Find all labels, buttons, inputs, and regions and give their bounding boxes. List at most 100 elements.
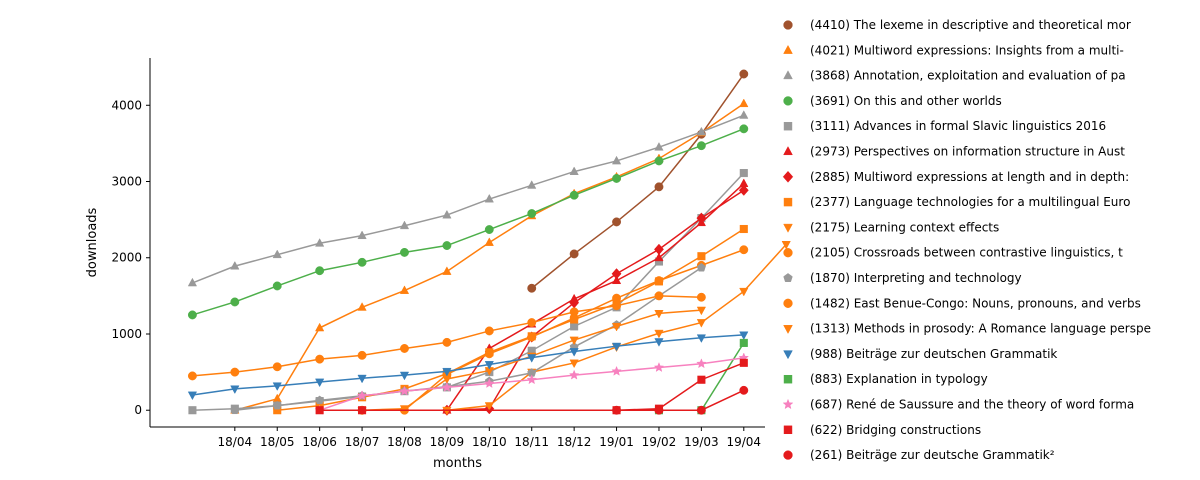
- data-point: [315, 395, 325, 405]
- legend-item: (3111) Advances in formal Slavic linguis…: [783, 119, 1106, 133]
- data-point: [654, 329, 664, 339]
- data-point: [187, 277, 198, 287]
- legend-item: (883) Explanation in typology: [783, 372, 988, 386]
- data-point: [315, 354, 325, 364]
- legend-label: (1313) Methods in prosody: A Romance lan…: [810, 322, 1151, 336]
- series-13: [187, 331, 749, 401]
- data-point: [654, 156, 664, 166]
- data-point: [569, 249, 579, 259]
- data-point: [357, 302, 367, 311]
- data-point: [315, 266, 325, 276]
- data-point: [484, 237, 494, 246]
- legend-label: (622) Bridging constructions: [810, 423, 981, 437]
- series-line: [234, 267, 702, 411]
- data-point: [230, 260, 240, 270]
- legend-label: (261) Beiträge zur deutsche Grammatik²: [810, 448, 1055, 462]
- data-point: [739, 124, 749, 134]
- legend-label: (4021) Multiword expressions: Insights f…: [810, 43, 1124, 57]
- data-point: [569, 190, 579, 200]
- x-tick-label: 18/08: [387, 435, 422, 449]
- legend-item: (988) Beiträge zur deutschen Grammatik: [783, 347, 1057, 361]
- legend-marker: [783, 248, 793, 258]
- legend-marker: [783, 44, 793, 54]
- data-point: [611, 275, 622, 285]
- data-point: [230, 385, 240, 395]
- data-point: [612, 293, 622, 303]
- legend-marker: [783, 350, 793, 360]
- data-point: [781, 241, 791, 250]
- legend-label: (687) René de Saussure and the theory of…: [810, 398, 1134, 412]
- series-4: [188, 169, 748, 415]
- data-point: [527, 180, 537, 189]
- y-tick-label: 0: [134, 403, 142, 417]
- series-line: [319, 357, 744, 411]
- data-point: [399, 285, 410, 294]
- data-point: [230, 297, 240, 307]
- series-7: [273, 224, 748, 415]
- data-point: [696, 358, 707, 369]
- legend-label: (2105) Crossroads between contrastive li…: [810, 246, 1123, 260]
- series-line: [192, 128, 745, 316]
- data-point: [357, 230, 367, 240]
- x-tick-label: 18/12: [557, 435, 592, 449]
- data-point: [569, 307, 579, 317]
- data-point: [527, 354, 537, 363]
- legend-item: (687) René de Saussure and the theory of…: [782, 398, 1134, 412]
- series-line: [319, 362, 745, 411]
- data-point: [696, 262, 706, 272]
- data-point: [484, 378, 495, 389]
- legend-label: (2885) Multiword expressions at length a…: [810, 170, 1129, 184]
- data-point: [442, 367, 452, 377]
- data-point: [187, 391, 198, 401]
- series-17: [612, 385, 749, 415]
- legend-label: (4410) The lexeme in descriptive and the…: [810, 18, 1131, 32]
- data-point: [484, 349, 494, 359]
- data-point: [357, 374, 367, 384]
- data-point: [654, 276, 664, 286]
- series-line: [446, 189, 745, 411]
- data-point: [611, 322, 622, 332]
- data-point: [527, 209, 537, 218]
- data-point: [611, 342, 622, 352]
- legend-item: (2175) Learning context effects: [783, 220, 999, 234]
- legend-label: (1870) Interpreting and technology: [810, 271, 1022, 285]
- legend-marker: [783, 121, 793, 131]
- data-point: [315, 378, 325, 388]
- data-point: [442, 241, 452, 250]
- series-2: [187, 110, 749, 287]
- legend-item: (1482) East Benue-Congo: Nouns, pronouns…: [783, 296, 1141, 310]
- data-point: [569, 166, 579, 175]
- data-point: [230, 367, 240, 377]
- data-point: [697, 375, 706, 384]
- legend-item: (2973) Perspectives on information struc…: [783, 145, 1125, 159]
- data-point: [696, 319, 706, 328]
- data-point: [400, 247, 409, 257]
- data-point: [696, 126, 706, 136]
- data-point: [696, 334, 706, 343]
- data-point: [739, 224, 748, 234]
- data-point: [399, 385, 410, 396]
- data-point: [188, 406, 197, 415]
- data-point: [739, 110, 749, 119]
- data-point: [696, 405, 706, 415]
- y-tick-label: 1000: [111, 327, 142, 341]
- data-point: [696, 212, 707, 224]
- series-line: [531, 73, 745, 289]
- data-point: [654, 243, 664, 255]
- legend-item: (261) Beiträge zur deutsche Grammatik²: [783, 448, 1055, 462]
- data-point: [697, 252, 706, 261]
- x-tick-label: 19/01: [599, 435, 634, 449]
- axes: [149, 58, 765, 428]
- series-line: [277, 228, 745, 411]
- legend-label: (3111) Advances in formal Slavic linguis…: [810, 119, 1106, 133]
- data-point: [696, 306, 706, 316]
- x-tick-label: 18/07: [345, 435, 380, 449]
- legend-marker: [783, 273, 793, 282]
- legend-item: (622) Bridging constructions: [783, 423, 981, 437]
- data-point: [654, 291, 664, 301]
- legend-label: (2175) Learning context effects: [810, 220, 999, 234]
- data-point: [399, 405, 410, 414]
- data-point: [442, 337, 452, 347]
- data-point: [399, 220, 410, 230]
